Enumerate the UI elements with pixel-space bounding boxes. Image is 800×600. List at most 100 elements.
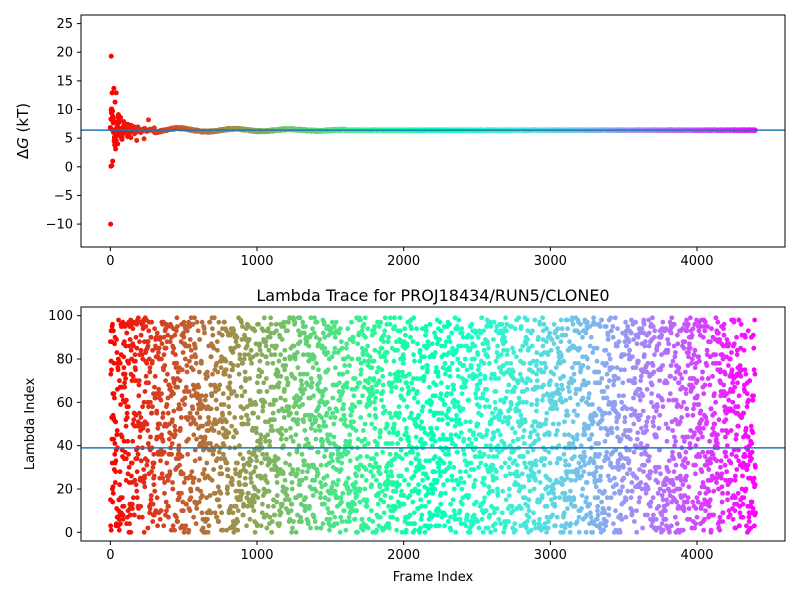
lambda-trace-point: [503, 523, 508, 529]
lambda-trace-point: [402, 417, 407, 423]
lambda-trace-point: [357, 399, 363, 405]
lambda-trace-point: [397, 328, 403, 334]
lambda-trace-point: [457, 508, 463, 514]
lambda-trace-point: [422, 529, 428, 535]
lambda-trace-point: [387, 451, 393, 457]
lambda-trace-point: [324, 410, 330, 416]
lambda-trace-point: [446, 464, 452, 470]
lambda-trace-point: [255, 495, 261, 501]
lambda-trace-point: [138, 332, 144, 338]
lambda-trace-point: [237, 473, 243, 479]
lambda-trace-point: [412, 358, 417, 364]
lambda-trace-point: [448, 501, 453, 507]
lambda-trace-point: [243, 482, 249, 488]
lambda-trace-point: [398, 473, 404, 479]
lambda-trace-point: [456, 434, 462, 440]
lambda-trace-point: [187, 337, 193, 342]
lambda-trace-point: [283, 436, 289, 442]
lambda-trace-point: [260, 451, 265, 457]
lambda-trace-point: [369, 482, 374, 488]
lambda-trace-point: [110, 484, 116, 490]
lambda-trace-point: [482, 475, 487, 481]
lambda-trace-point: [347, 519, 352, 524]
lambda-trace-point: [302, 428, 308, 433]
lambda-trace-point: [210, 451, 216, 457]
lambda-trace-point: [401, 356, 407, 362]
lambda-trace-point: [134, 495, 140, 501]
lambda-trace-point: [417, 347, 423, 353]
lambda-trace-point: [289, 529, 295, 535]
lambda-trace-point: [476, 525, 482, 531]
lambda-trace-point: [364, 497, 370, 503]
lambda-trace-point: [396, 482, 402, 488]
lambda-trace-point: [318, 490, 324, 496]
lambda-trace-point: [151, 473, 157, 479]
lambda-trace-point: [193, 360, 199, 366]
lambda-trace-point: [108, 527, 114, 533]
lambda-trace-point: [172, 432, 178, 438]
lambda-trace-point: [311, 393, 317, 399]
lambda-trace-point: [426, 384, 432, 390]
lambda-trace-point: [142, 484, 148, 490]
lambda-trace-point: [425, 343, 431, 349]
lambda-trace-point: [160, 475, 166, 481]
lambda-trace-point: [352, 516, 358, 522]
lambda-trace-point: [161, 367, 166, 373]
lambda-trace-point: [379, 397, 384, 403]
lambda-trace-point: [476, 464, 481, 470]
lambda-trace-point: [243, 378, 248, 384]
lambda-trace-point: [146, 328, 152, 334]
lambda-trace-point: [334, 482, 340, 488]
lambda-trace-point: [384, 350, 390, 355]
lambda-trace-point: [257, 347, 263, 353]
lambda-trace-point: [480, 395, 486, 401]
lambda-trace-point: [359, 516, 365, 522]
lambda-trace-point: [254, 380, 260, 386]
lambda-trace-point: [205, 373, 210, 379]
lambda-trace-point: [501, 529, 507, 535]
lambda-trace-point: [152, 488, 158, 494]
lambda-trace-point: [199, 493, 205, 498]
lambda-trace-point: [368, 469, 374, 475]
lambda-trace-point: [416, 482, 421, 488]
lambda-trace-point: [122, 339, 127, 345]
lambda-trace-point: [211, 315, 217, 321]
lambda-trace-point: [169, 451, 175, 457]
lambda-trace-point: [507, 456, 513, 462]
lambda-trace-point: [404, 343, 410, 349]
lambda-trace-point: [367, 399, 373, 405]
lambda-trace-point: [152, 326, 158, 332]
lambda-trace-point: [297, 482, 303, 488]
lambda-trace-point: [494, 486, 500, 492]
lambda-trace-point: [410, 386, 416, 392]
lambda-trace-point: [202, 434, 208, 440]
lambda-trace-point: [421, 425, 427, 431]
lambda-trace-point: [322, 345, 328, 351]
lambda-trace-point: [438, 380, 444, 386]
lambda-trace-point: [114, 337, 119, 342]
lambda-trace-point: [449, 477, 455, 483]
lambda-trace-point: [315, 449, 321, 455]
lambda-trace-point: [186, 436, 191, 442]
lambda-trace-point: [491, 434, 497, 440]
lambda-trace-point: [224, 434, 230, 440]
delta-g-point: [108, 53, 114, 59]
lambda-trace-point: [477, 404, 482, 410]
lambda-trace-point: [475, 367, 481, 373]
lambda-trace-point: [224, 484, 230, 490]
lambda-trace-point: [283, 428, 289, 433]
lambda-trace-point: [134, 469, 140, 475]
lambda-trace-point: [492, 399, 498, 405]
lambda-trace-point: [298, 378, 304, 384]
lambda-trace-point: [479, 516, 485, 522]
lambda-trace-point: [234, 393, 240, 399]
delta-g-point: [145, 117, 151, 123]
lambda-trace-point: [386, 525, 392, 531]
lambda-trace-point: [365, 326, 371, 332]
lambda-trace-point: [459, 501, 465, 507]
lambda-trace-point: [369, 365, 375, 371]
lambda-trace-point: [462, 356, 468, 362]
lambda-trace-point: [418, 525, 423, 531]
lambda-trace-point: [397, 410, 403, 416]
lambda-trace-point: [302, 458, 307, 464]
